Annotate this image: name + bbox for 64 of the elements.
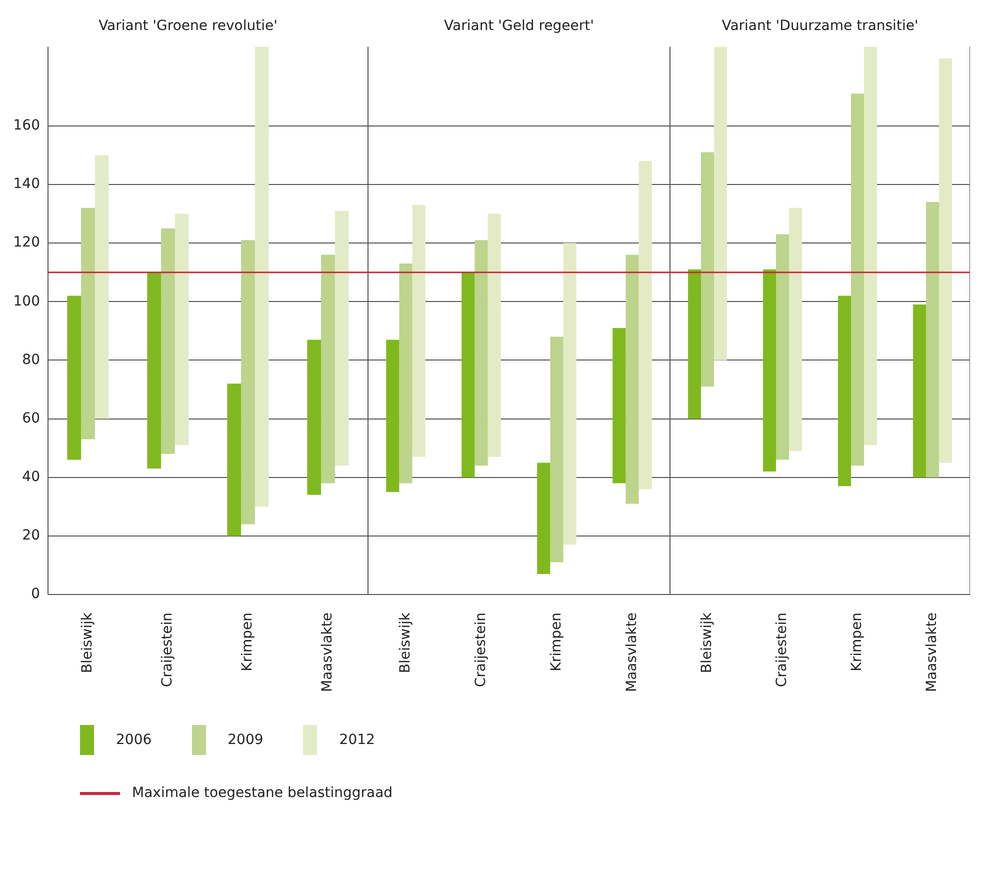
y-tick-label: 0: [31, 586, 40, 602]
bar: [851, 94, 864, 466]
x-tick-label: Bleiswijk: [397, 612, 414, 674]
x-tick-label: Krimpen: [548, 612, 564, 672]
x-tick-label: Craijestein: [472, 612, 489, 688]
x-tick-label: Maasvlakte: [624, 612, 640, 692]
bar: [638, 161, 652, 490]
bar: [714, 46, 727, 360]
legend-label: 2012: [339, 732, 375, 748]
bar: [227, 384, 242, 536]
bar: [612, 328, 626, 484]
chart-title: Variant 'Duurzame transitie': [722, 18, 918, 34]
bar: [537, 462, 550, 574]
y-tick-label: 20: [22, 528, 40, 544]
legend-label: Maximale toegestane belastinggraad: [132, 785, 393, 801]
bar: [334, 210, 349, 466]
bar: [147, 272, 162, 469]
bar: [776, 234, 789, 460]
bar: [789, 208, 802, 451]
legend-label: 2006: [116, 732, 152, 748]
bar: [321, 254, 335, 484]
x-tick-label: Bleiswijk: [80, 612, 96, 674]
bar: [939, 58, 952, 463]
y-tick-label: 120: [13, 234, 40, 251]
legend-label: 2009: [228, 732, 264, 748]
bar: [399, 264, 412, 484]
bar: [926, 202, 939, 478]
bar: [488, 214, 501, 457]
x-tick-label: Craijestein: [160, 612, 176, 688]
bar: [688, 269, 701, 419]
y-tick-label: 60: [22, 410, 40, 426]
x-tick-label: Bleiswijk: [699, 612, 716, 674]
bar: [307, 340, 322, 495]
chart-title: Variant 'Geld regeert': [444, 18, 594, 34]
bar: [550, 336, 564, 562]
bar: [161, 228, 175, 454]
y-tick-label: 40: [22, 468, 40, 485]
bar: [913, 304, 926, 478]
x-tick-label: Maasvlakte: [924, 612, 940, 692]
y-tick-label: 100: [13, 293, 40, 310]
x-tick-label: Krimpen: [240, 612, 256, 672]
bar: [626, 254, 639, 504]
y-tick-label: 160: [13, 118, 40, 134]
x-tick-label: Krimpen: [849, 612, 866, 672]
bar: [94, 155, 109, 419]
bar: [412, 204, 426, 457]
bar: [701, 152, 714, 387]
bar: [386, 340, 400, 492]
bar: [81, 208, 95, 440]
bar: [174, 214, 189, 446]
bar: [474, 240, 488, 466]
chart-title: Variant 'Groene revolutie': [98, 18, 278, 34]
y-tick-label: 80: [22, 352, 40, 368]
bar: [838, 296, 851, 486]
x-tick-label: Craijestein: [774, 612, 790, 688]
bar: [241, 240, 255, 524]
bar: [563, 243, 576, 545]
x-tick-label: Maasvlakte: [320, 612, 336, 692]
bar: [864, 46, 877, 446]
bar: [254, 46, 269, 507]
y-tick-label: 140: [13, 176, 40, 192]
bar: [462, 272, 475, 478]
bar: [763, 269, 776, 472]
bar: [67, 296, 82, 460]
